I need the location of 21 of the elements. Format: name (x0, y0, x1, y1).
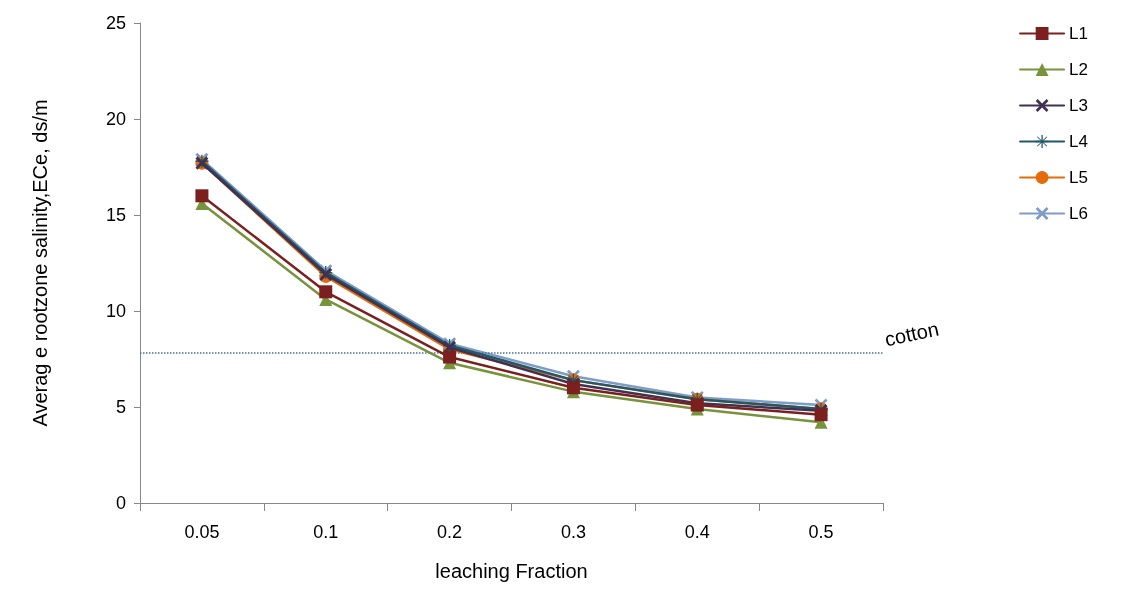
x-tick-label: 0.2 (437, 522, 463, 542)
legend-label: L6 (1069, 204, 1089, 223)
x-tick-label: 0.05 (184, 522, 220, 542)
legend-label: L3 (1069, 96, 1089, 115)
x-tick-label: 0.3 (560, 522, 586, 542)
legend-label: L1 (1069, 24, 1089, 43)
legend-label: L5 (1069, 168, 1089, 187)
y-tick-label: 5 (115, 397, 126, 417)
x-tick-label: 0.5 (808, 522, 834, 542)
x-tick-label: 0.4 (684, 522, 710, 542)
y-tick-label: 15 (105, 205, 126, 225)
y-tick-label: 25 (105, 13, 126, 33)
legend-label: L2 (1069, 60, 1089, 79)
y-tick-label: 20 (105, 109, 126, 129)
y-tick-label: 10 (105, 301, 126, 321)
ref-line-label: cotton (882, 317, 941, 351)
y-axis-title: Averag e rootzone salinity,ECe, ds/m (29, 99, 51, 427)
legend-label: L4 (1069, 132, 1089, 151)
x-tick-label: 0.1 (313, 522, 339, 542)
x-axis-title: leaching Fraction (435, 560, 588, 582)
y-tick-label: 0 (115, 493, 126, 513)
